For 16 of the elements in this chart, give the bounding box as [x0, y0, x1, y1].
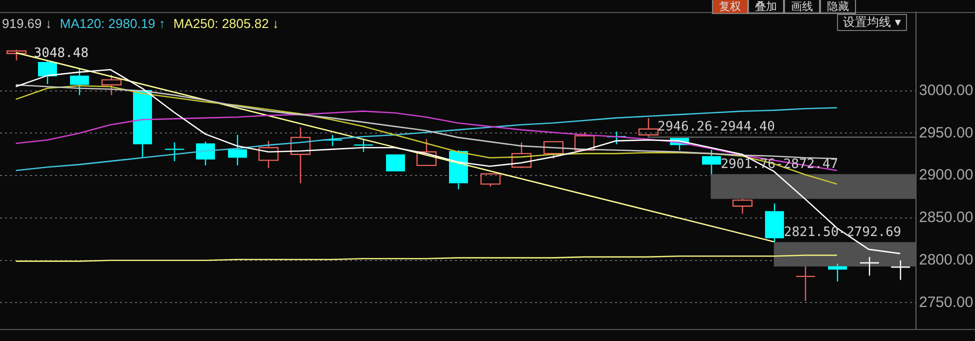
annotation: 画线: [784, 0, 820, 14]
annotation: 叠加: [748, 0, 784, 14]
text: MA120: 2980.19 ↑: [60, 16, 166, 31]
text: 919.69 ↓: [2, 16, 52, 31]
y-tick-label: 2800.00: [919, 251, 974, 268]
y-tick-label: 3000.00: [919, 82, 974, 99]
y-tick-label: 2850.00: [919, 209, 974, 226]
y-tick-label: 2950.00: [919, 124, 974, 142]
annotation: 3048.48: [34, 46, 89, 62]
band-label: 2946.26-2944.40: [658, 119, 775, 134]
annotation: 复权: [712, 0, 748, 14]
y-tick-label: 2900.00: [919, 166, 974, 184]
annotation: 隐藏: [820, 0, 856, 14]
y-tick-label: 2750.00: [919, 294, 974, 311]
dropdown-field: 设置均线 ▾: [837, 14, 907, 31]
text: MA250: 2805.82 ↓: [173, 16, 279, 31]
